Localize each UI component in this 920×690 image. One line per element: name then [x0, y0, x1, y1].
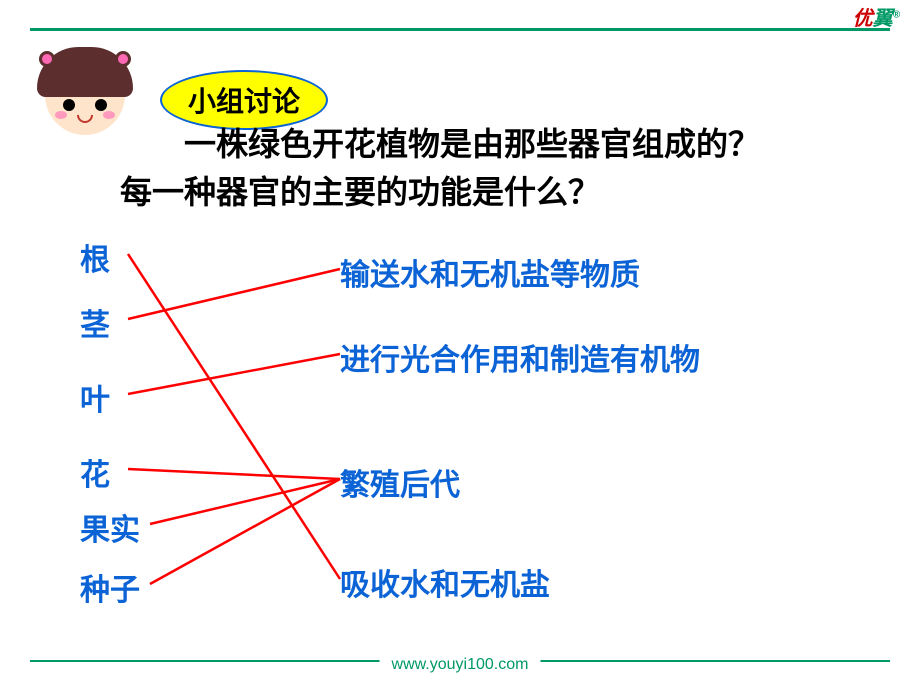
edge-2-1 [128, 354, 340, 394]
footer-url: www.youyi100.com [380, 656, 541, 674]
left-item-3: 花 [80, 450, 110, 494]
right-item-2: 繁殖后代 [340, 460, 460, 504]
edge-4-2 [150, 479, 340, 524]
right-item-3: 吸收水和无机盐 [340, 560, 550, 604]
left-item-5: 种子 [80, 565, 140, 609]
edge-0-3 [128, 254, 340, 579]
right-item-1: 进行光合作用和制造有机物 [340, 335, 700, 379]
edge-5-2 [150, 479, 340, 584]
left-item-1: 茎 [80, 300, 110, 344]
edge-3-2 [128, 469, 340, 479]
left-item-4: 果实 [80, 505, 140, 549]
left-item-0: 根 [80, 235, 110, 279]
edge-1-0 [128, 269, 340, 319]
left-item-2: 叶 [80, 375, 110, 419]
right-item-0: 输送水和无机盐等物质 [340, 250, 640, 294]
